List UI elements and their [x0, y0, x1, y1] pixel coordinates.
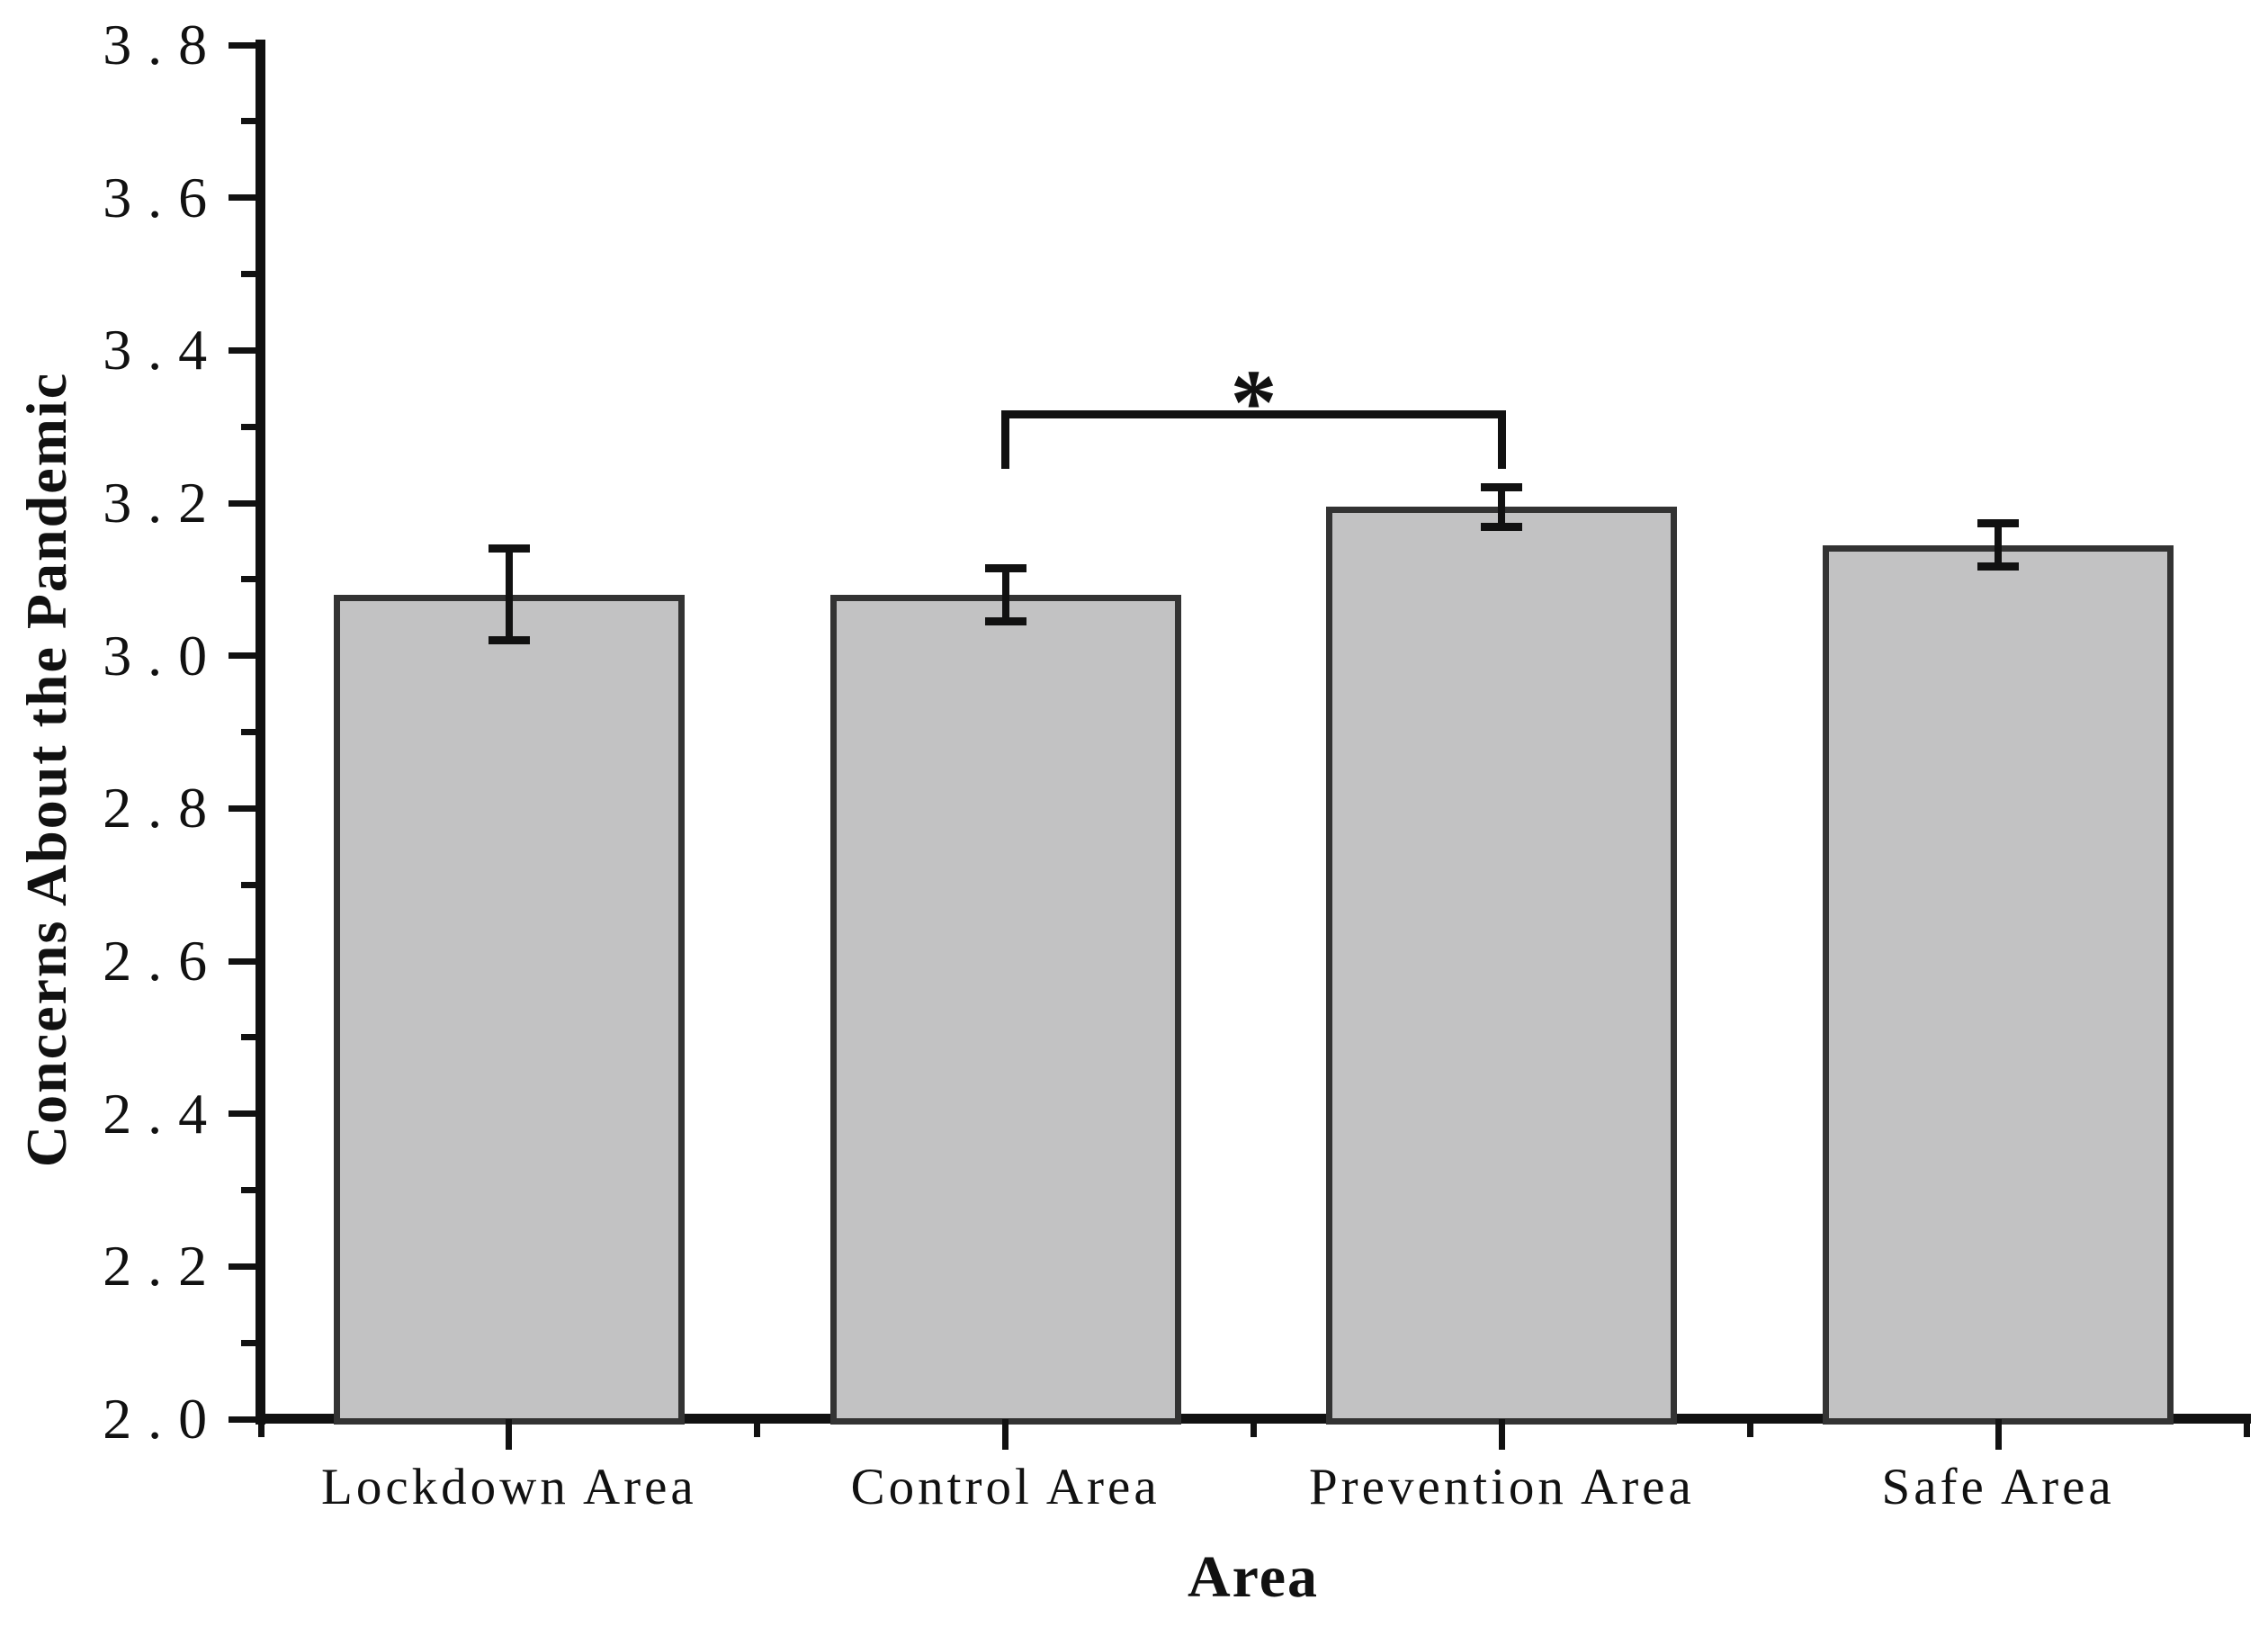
error-bar-line: [505, 548, 513, 641]
y-axis-major-tick: [229, 194, 261, 202]
x-axis-line: [255, 1414, 2251, 1424]
y-axis-major-tick: [229, 957, 261, 965]
error-bar-cap-top: [1977, 519, 2020, 528]
bracket-leg-left: [1001, 410, 1010, 469]
x-axis-boundary-tick: [1251, 1419, 1257, 1437]
error-bar-cap-bottom: [488, 636, 530, 645]
x-axis-boundary-tick: [1746, 1419, 1753, 1437]
y-tick-label: 3.4: [103, 318, 223, 382]
x-axis-boundary-tick: [2243, 1419, 2250, 1437]
y-tick-label: 2.6: [103, 929, 223, 993]
y-tick-label: 2.0: [103, 1387, 223, 1451]
x-axis-major-tick: [506, 1419, 513, 1450]
error-bar-cap-bottom: [984, 616, 1026, 625]
y-axis-major-tick: [229, 1263, 261, 1270]
bracket-line-top: [1001, 410, 1506, 418]
x-axis-major-tick: [1002, 1419, 1009, 1450]
y-tick-label: 3.8: [103, 13, 223, 76]
y-axis-minor-tick: [241, 1034, 261, 1041]
x-category-label-lockdown-area: Lockdown Area: [321, 1459, 697, 1515]
y-axis-minor-tick: [241, 271, 261, 277]
y-axis-minor-tick: [241, 881, 261, 888]
y-axis-minor-tick: [241, 1187, 261, 1193]
bracket-leg-right: [1497, 410, 1506, 469]
y-axis-major-tick: [229, 1110, 261, 1118]
x-category-label-control-area: Control Area: [850, 1459, 1161, 1515]
x-category-label-prevention-area: Prevention Area: [1308, 1459, 1695, 1515]
y-axis-major-tick: [229, 652, 261, 660]
x-axis-major-tick: [1995, 1419, 2002, 1450]
error-bar-cap-top: [1481, 482, 1523, 491]
y-axis-major-tick: [229, 805, 261, 812]
y-axis-minor-tick: [241, 1339, 261, 1346]
x-axis-boundary-tick: [257, 1419, 264, 1437]
x-axis-major-tick: [1498, 1419, 1505, 1450]
error-bar-cap-bottom: [1977, 562, 2020, 571]
y-tick-label: 2.4: [103, 1081, 223, 1146]
y-tick-label: 3.6: [103, 165, 223, 229]
y-axis-minor-tick: [241, 576, 261, 583]
y-axis-major-tick: [229, 1416, 261, 1423]
y-axis-minor-tick: [241, 729, 261, 735]
error-bar-cap-bottom: [1481, 522, 1523, 531]
y-axis-minor-tick: [241, 423, 261, 430]
x-axis-title: Area: [1187, 1544, 1320, 1610]
y-tick-label: 3.0: [103, 623, 223, 688]
error-bar-line: [1995, 523, 2003, 567]
x-axis-boundary-tick: [754, 1419, 761, 1437]
bar-prevention-area: [1326, 507, 1678, 1425]
bar-control-area: [829, 594, 1181, 1425]
error-bar-cap-top: [488, 544, 530, 553]
y-tick-label: 2.2: [103, 1234, 223, 1299]
bar-safe-area: [1823, 544, 2174, 1425]
x-category-label-safe-area: Safe Area: [1881, 1459, 2115, 1515]
significance-asterisk-label: *: [1230, 351, 1277, 454]
y-axis-major-tick: [229, 346, 261, 354]
y-tick-label: 2.8: [103, 776, 223, 840]
error-bar-line: [1001, 568, 1009, 622]
error-bar-line: [1498, 487, 1506, 527]
bar-lockdown-area: [333, 594, 685, 1425]
y-tick-label: 3.2: [103, 471, 223, 535]
error-bar-cap-top: [984, 563, 1026, 572]
y-axis-minor-tick: [241, 118, 261, 125]
y-axis-major-tick: [229, 499, 261, 507]
y-axis-major-tick: [229, 41, 261, 49]
